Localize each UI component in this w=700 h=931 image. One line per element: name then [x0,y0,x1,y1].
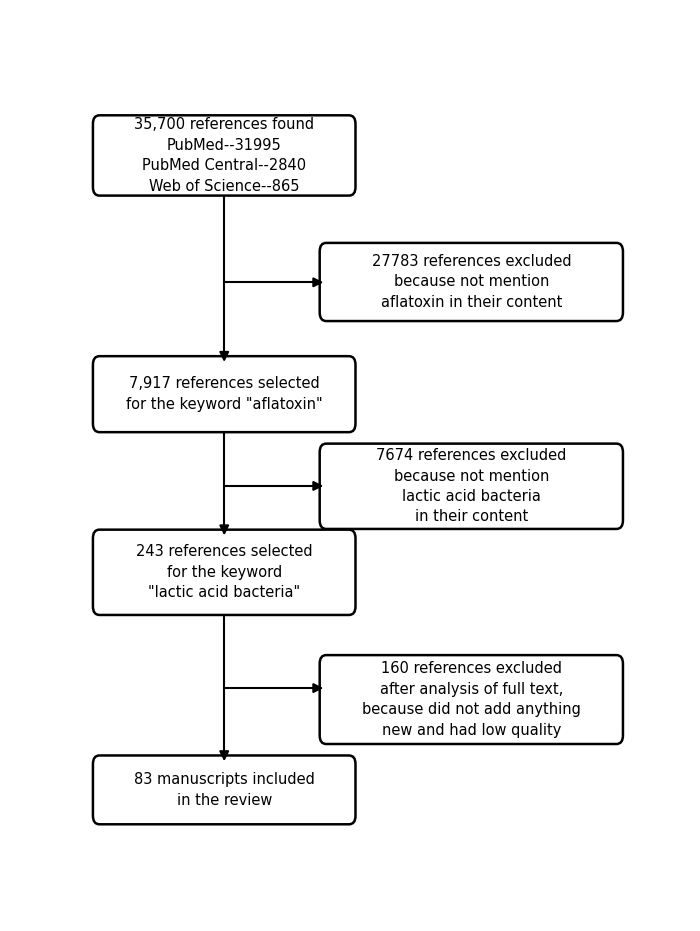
FancyBboxPatch shape [93,115,356,196]
Text: 7,917 references selected
for the keyword "aflatoxin": 7,917 references selected for the keywor… [126,376,323,412]
FancyBboxPatch shape [320,243,623,321]
FancyBboxPatch shape [320,655,623,744]
Text: 160 references excluded
after analysis of full text,
because did not add anythin: 160 references excluded after analysis o… [362,661,581,737]
FancyBboxPatch shape [93,530,356,615]
FancyBboxPatch shape [93,755,356,824]
Text: 243 references selected
for the keyword
"lactic acid bacteria": 243 references selected for the keyword … [136,545,312,600]
FancyBboxPatch shape [320,444,623,529]
Text: 7674 references excluded
because not mention
lactic acid bacteria
in their conte: 7674 references excluded because not men… [376,448,566,524]
FancyBboxPatch shape [93,357,356,432]
Text: 27783 references excluded
because not mention
aflatoxin in their content: 27783 references excluded because not me… [372,254,571,310]
Text: 35,700 references found
PubMed--31995
PubMed Central--2840
Web of Science--865: 35,700 references found PubMed--31995 Pu… [134,117,314,194]
Text: 83 manuscripts included
in the review: 83 manuscripts included in the review [134,772,314,807]
